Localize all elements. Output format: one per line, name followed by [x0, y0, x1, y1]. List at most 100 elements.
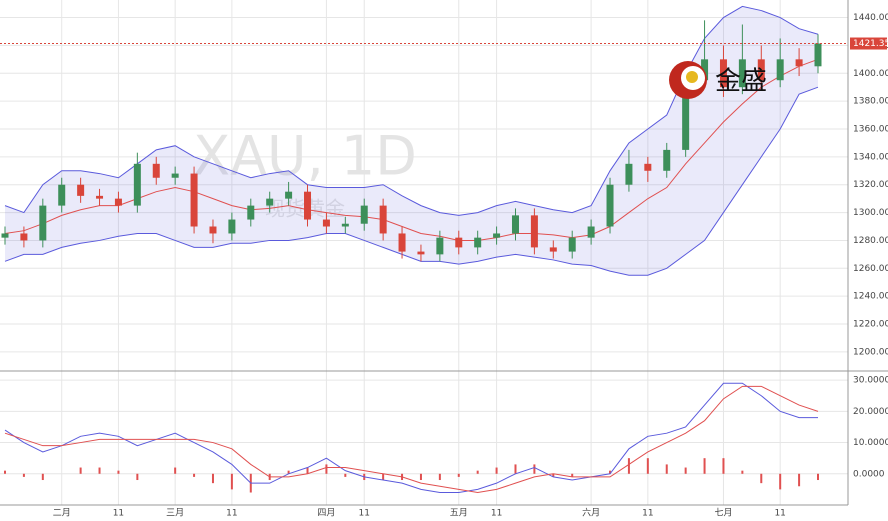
- y-tick-label: 10.0000: [853, 438, 888, 448]
- candle-body: [77, 184, 85, 196]
- y-tick-label: 1320.00: [853, 180, 888, 190]
- histogram-bar: [817, 473, 819, 481]
- histogram-bar: [514, 464, 517, 474]
- candle-body: [228, 219, 236, 234]
- histogram-bar: [344, 473, 347, 477]
- x-tick-label: 五月: [450, 508, 468, 519]
- y-tick-label: 1280.00: [853, 236, 888, 246]
- candle-body: [455, 237, 463, 248]
- candle-body: [776, 59, 784, 81]
- histogram-bar: [325, 464, 328, 474]
- candle-body: [474, 237, 482, 248]
- histogram-bar: [552, 473, 555, 477]
- candle-body: [398, 233, 406, 252]
- x-tick-label: 11: [359, 509, 370, 519]
- candle-body: [96, 195, 104, 199]
- histogram-bar: [419, 473, 422, 481]
- x-tick-label: 11: [642, 509, 653, 519]
- logo-icon: [686, 71, 698, 83]
- y-tick-label: 20.0000: [853, 407, 888, 417]
- y-tick-label: 1360.00: [853, 124, 888, 134]
- band-fill: [5, 6, 818, 276]
- candle-body: [266, 198, 274, 206]
- histogram-bar: [741, 470, 744, 474]
- x-tick-label: 11: [491, 509, 502, 519]
- histogram-bar: [98, 467, 101, 474]
- histogram-bar: [174, 467, 177, 474]
- candle-body: [738, 59, 746, 88]
- candle-body: [682, 80, 690, 150]
- histogram-bar: [533, 464, 536, 474]
- histogram-bar: [722, 458, 725, 474]
- candle-body: [625, 163, 633, 185]
- candle-body: [644, 163, 652, 171]
- candle-body: [606, 184, 614, 227]
- watermark: XAU, 1D: [193, 125, 417, 188]
- y-tick-label: 1340.00: [853, 152, 888, 162]
- candle-body: [701, 59, 709, 81]
- candle-body: [133, 163, 141, 206]
- x-tick-label: 六月: [582, 507, 600, 519]
- histogram-bar: [798, 473, 801, 487]
- y-tick-label: 1260.00: [853, 264, 888, 274]
- histogram-bar: [22, 473, 25, 477]
- histogram-bar: [609, 470, 612, 474]
- y-tick-label: 1400.00: [853, 69, 888, 79]
- candle-body: [39, 205, 47, 241]
- histogram-bar: [779, 473, 782, 490]
- histogram-bar: [211, 473, 214, 484]
- x-tick-label: 11: [113, 509, 124, 519]
- candle-body: [20, 233, 28, 241]
- y-tick-label: 0.0000: [853, 469, 885, 479]
- current-price-box: [850, 37, 887, 50]
- candle-body: [58, 184, 66, 206]
- histogram-bar: [646, 458, 649, 474]
- candle-body: [304, 191, 312, 220]
- histogram-bar: [193, 473, 196, 477]
- candle-body: [436, 237, 444, 255]
- candle-body: [511, 215, 519, 234]
- candle-body: [757, 59, 765, 81]
- histogram-bar: [684, 467, 687, 474]
- candle-body: [322, 219, 330, 227]
- histogram-bar: [136, 473, 139, 481]
- y-tick-label: 1240.00: [853, 292, 888, 302]
- histogram-bar: [4, 470, 6, 474]
- candle-body: [152, 163, 160, 178]
- candle-body: [360, 205, 368, 224]
- candle-body: [285, 191, 293, 199]
- candle-body: [549, 247, 557, 252]
- histogram-bar: [495, 467, 498, 474]
- candle-body: [795, 59, 803, 67]
- candle-body: [114, 198, 122, 206]
- current-price-label: 1421.35: [853, 39, 888, 49]
- histogram-bar: [287, 470, 290, 474]
- dea-line: [4, 385, 819, 494]
- candle-body: [814, 43, 822, 67]
- y-tick-label: 1380.00: [853, 97, 888, 107]
- x-tick-label: 七月: [714, 508, 732, 519]
- histogram-bar: [457, 473, 460, 477]
- candle-body: [379, 205, 387, 234]
- candle-body: [587, 226, 595, 238]
- y-tick-label: 1200.00: [853, 347, 888, 357]
- candle-body: [190, 173, 198, 227]
- x-tick-label: 11: [226, 509, 237, 519]
- x-tick-label: 11: [774, 509, 785, 519]
- histogram-bar: [703, 458, 706, 474]
- histogram-bar: [41, 473, 44, 481]
- candle-body: [209, 226, 217, 234]
- candle-body: [341, 223, 349, 227]
- histogram-bar: [627, 458, 630, 474]
- y-tick-label: 1300.00: [853, 208, 888, 218]
- candle-body: [171, 173, 179, 178]
- y-tick-label: 30.0000: [853, 376, 888, 386]
- histogram-bar: [306, 467, 309, 474]
- x-tick-label: 三月: [166, 508, 184, 519]
- histogram-bar: [571, 473, 574, 477]
- dif-line: [4, 382, 818, 494]
- y-tick-label: 1220.00: [853, 320, 888, 330]
- candle-body: [1, 233, 9, 238]
- candle-body: [663, 149, 671, 171]
